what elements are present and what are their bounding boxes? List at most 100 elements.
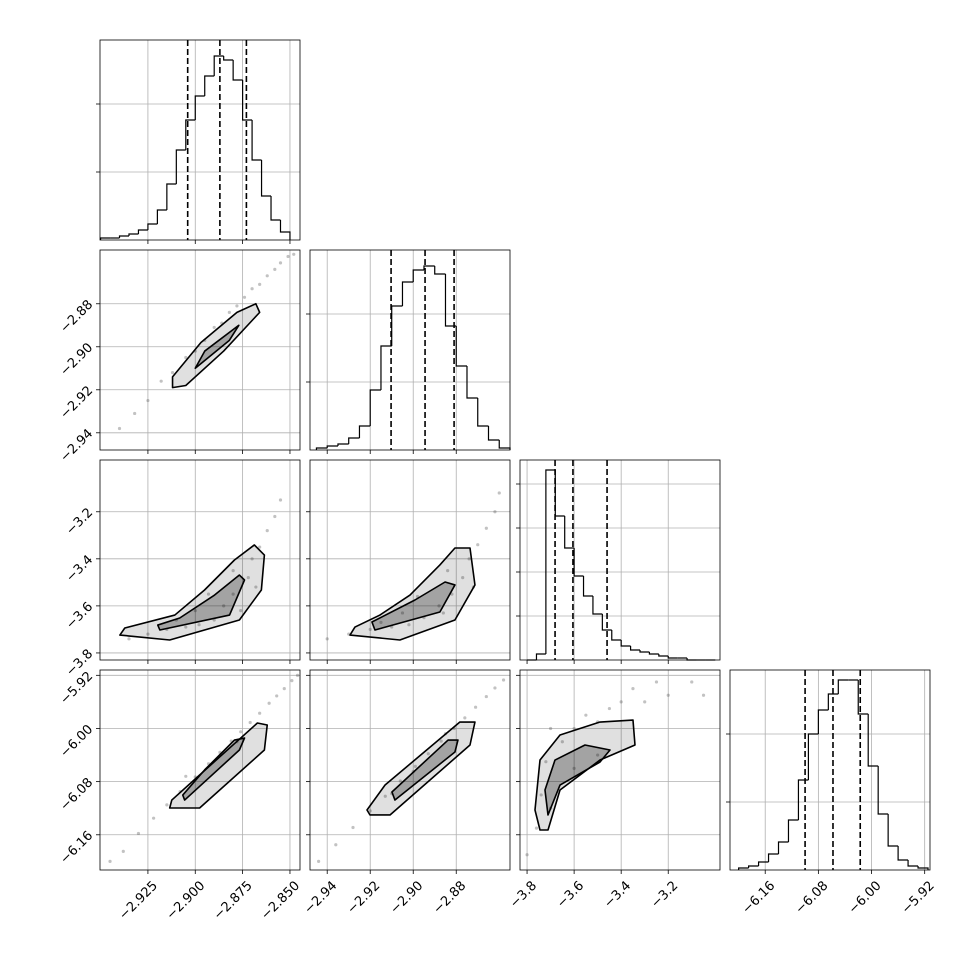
x-tick-label: −2.88 <box>431 878 470 917</box>
histogram-bin <box>767 853 779 862</box>
sample-point <box>544 760 548 764</box>
sample-point <box>227 310 231 314</box>
sample-point <box>584 713 588 717</box>
histogram-bin <box>648 652 659 655</box>
contour <box>366 721 476 816</box>
panel-frame <box>99 39 301 241</box>
sample-point <box>286 254 290 259</box>
sample-point <box>463 716 467 720</box>
histogram-bin <box>837 679 849 694</box>
sample-point <box>426 752 430 756</box>
histogram-bin <box>498 440 511 450</box>
sample-point <box>484 526 488 530</box>
x-tick-label: −3.6 <box>554 878 587 911</box>
x-tick-label: −2.925 <box>116 878 161 923</box>
histogram-bin <box>137 229 148 234</box>
panel <box>96 39 301 244</box>
panel-frame <box>519 669 721 871</box>
sample-point <box>184 774 188 778</box>
sample-point <box>501 678 506 682</box>
sample-point <box>184 625 188 629</box>
y-tick-label: −2.90 <box>57 340 96 379</box>
contour <box>544 744 611 816</box>
contour <box>156 574 246 631</box>
contour <box>534 719 636 831</box>
histogram-bin <box>748 865 759 868</box>
sample-point <box>146 398 150 403</box>
sample-point <box>121 849 125 853</box>
histogram-bin <box>667 656 678 659</box>
histogram-bin <box>315 447 328 450</box>
sample-point <box>275 694 279 698</box>
sample-point <box>368 627 372 632</box>
sample-point <box>461 576 465 580</box>
y-tick-label: −2.94 <box>57 426 96 465</box>
sample-point <box>379 620 383 624</box>
contour <box>391 739 459 801</box>
sample-point <box>439 739 443 743</box>
histogram-bin <box>466 366 478 399</box>
sample-point <box>193 608 197 613</box>
panel: −2.925 −2.900 −2.875 −2.850−6.16−6.08−6.00−… <box>57 669 303 923</box>
histogram-bin <box>118 235 129 238</box>
histogram-bin <box>817 709 829 734</box>
sample-point <box>235 304 239 308</box>
histogram-bin <box>877 766 889 815</box>
sample-point <box>108 859 112 863</box>
sample-point <box>548 726 553 731</box>
sample-point <box>278 261 283 265</box>
sample-point <box>476 543 480 547</box>
sample-point <box>282 687 286 691</box>
sample-point <box>441 611 445 615</box>
sample-point <box>254 585 258 589</box>
sample-point <box>690 680 694 684</box>
histogram-bin <box>279 220 291 240</box>
x-tick-label: −3.2 <box>648 878 681 911</box>
sample-point <box>631 687 635 691</box>
sample-point <box>572 766 576 770</box>
sample-point <box>493 686 497 690</box>
x-tick-label: −2.900 <box>164 878 209 923</box>
sample-point <box>437 604 441 608</box>
histogram-bin <box>128 233 139 236</box>
sample-point <box>413 764 417 768</box>
histogram-bin <box>175 149 186 184</box>
contour <box>371 581 456 631</box>
histogram-bin <box>807 733 819 780</box>
sample-point <box>159 379 163 383</box>
sample-point <box>258 545 262 549</box>
histogram-bin <box>797 779 809 820</box>
panel: −3.8−3.6−3.4−3.2 <box>63 459 301 680</box>
sample-point <box>560 740 564 744</box>
panel-frame <box>309 249 511 451</box>
sample-point <box>643 700 647 704</box>
panel-frame <box>99 459 301 661</box>
sample-point <box>170 370 175 375</box>
sample-point <box>231 568 235 573</box>
histogram-bin <box>777 841 789 854</box>
histogram-bin <box>251 120 262 161</box>
sample-point <box>334 843 338 847</box>
histogram-bin <box>434 266 446 275</box>
sample-point <box>654 680 659 684</box>
histogram-bin <box>554 470 565 517</box>
x-tick-label: −2.875 <box>211 878 256 923</box>
sample-point <box>368 809 372 813</box>
histogram-bin <box>260 160 272 197</box>
histogram-bin <box>887 814 899 847</box>
sample-point <box>701 693 706 697</box>
sample-point <box>133 411 137 416</box>
x-tick-label: −6.00 <box>846 878 885 917</box>
histogram-bin <box>412 269 424 282</box>
histogram-bin <box>358 425 371 438</box>
sample-point <box>539 793 543 797</box>
histogram-bin <box>917 866 929 870</box>
y-tick-label: −3.2 <box>63 505 96 538</box>
sample-point <box>596 753 600 757</box>
sample-point <box>572 726 576 731</box>
histogram-bin <box>787 819 799 842</box>
sample-point <box>250 287 254 291</box>
x-tick-label: −2.90 <box>387 878 426 917</box>
sample-point <box>265 274 269 278</box>
